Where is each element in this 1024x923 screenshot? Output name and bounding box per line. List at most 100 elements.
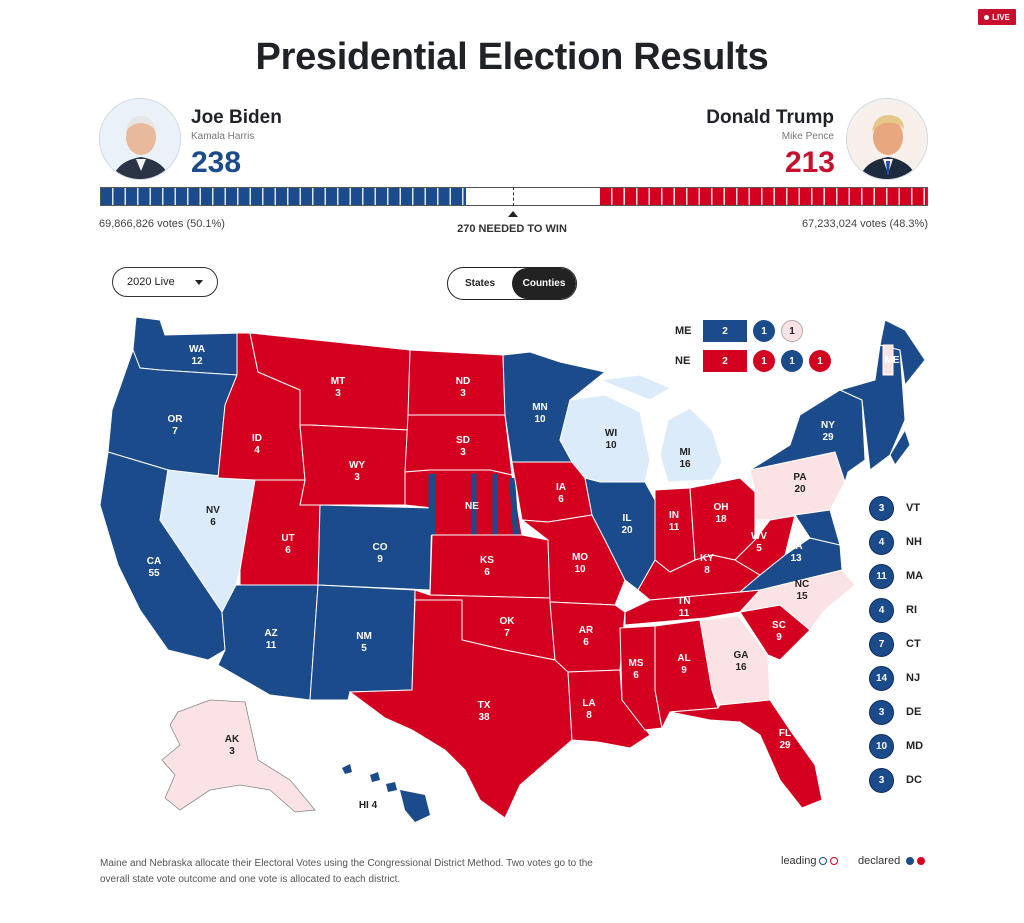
ev-circle: 4 bbox=[869, 597, 894, 623]
threshold-label: 270 NEEDED TO WIN bbox=[457, 223, 567, 235]
biden-bar-segment bbox=[101, 188, 467, 205]
state-la[interactable] bbox=[567, 669, 651, 749]
state-ks[interactable] bbox=[429, 534, 551, 599]
harris-name: Kamala Harris bbox=[191, 131, 255, 142]
small-state-dc[interactable]: 3 DC bbox=[869, 763, 939, 797]
label-az: AZ 11 bbox=[264, 628, 277, 651]
state-ny[interactable] bbox=[749, 389, 866, 484]
page-title: Presidential Election Results bbox=[255, 36, 769, 78]
pence-name: Mike Pence bbox=[781, 131, 834, 142]
ev-circle: 3 bbox=[869, 495, 894, 521]
state-abbr: CT bbox=[906, 638, 921, 650]
me-district-1[interactable]: 1 bbox=[753, 320, 775, 342]
threshold-line bbox=[513, 187, 514, 206]
label-ca: CA 55 bbox=[147, 556, 161, 579]
legend-leading: leading bbox=[781, 855, 839, 867]
label-sc: SC 9 bbox=[772, 620, 786, 643]
label-tx: TX 38 bbox=[478, 700, 491, 723]
state-me[interactable] bbox=[879, 319, 926, 387]
legend-leading-label: leading bbox=[781, 855, 817, 867]
small-states-list: 3 VT 4 NH 11 MA 4 RI 7 CT 14 NJ 3 DE 10 MD 3 DC bbox=[869, 491, 939, 797]
live-badge: LIVE bbox=[978, 9, 1016, 25]
ne-statewide-box[interactable]: 2 bbox=[703, 350, 747, 372]
state-abbr: DC bbox=[906, 774, 922, 786]
label-pa: PA 20 bbox=[793, 472, 806, 495]
small-state-de[interactable]: 3 DE bbox=[869, 695, 939, 729]
toggle-states[interactable]: States bbox=[464, 278, 495, 289]
state-ak[interactable] bbox=[161, 699, 316, 813]
small-state-nj[interactable]: 14 NJ bbox=[869, 661, 939, 695]
label-nm: NM 5 bbox=[356, 631, 372, 654]
label-wi: WI 10 bbox=[605, 428, 617, 451]
label-ms: MS 6 bbox=[629, 658, 644, 681]
undecided-bar-segment bbox=[466, 188, 600, 205]
small-state-ma[interactable]: 11 MA bbox=[869, 559, 939, 593]
trump-avatar bbox=[846, 98, 928, 180]
biden-popular-vote: 69,866,826 votes (50.1%) bbox=[99, 218, 225, 230]
ne-district-2[interactable]: 1 bbox=[781, 350, 803, 372]
small-state-md[interactable]: 10 MD bbox=[869, 729, 939, 763]
trump-electoral-votes: 213 bbox=[784, 146, 835, 179]
leading-trump-dot-icon bbox=[830, 857, 839, 865]
electoral-vote-bar bbox=[100, 187, 928, 206]
state-abbr: VT bbox=[906, 502, 921, 514]
me-district-row: ME 2 1 1 bbox=[675, 320, 803, 342]
me-district-2[interactable]: 1 bbox=[781, 320, 803, 342]
label-mi: MI 16 bbox=[679, 447, 691, 470]
label-ok: OK 7 bbox=[500, 616, 516, 639]
label-ut: UT 6 bbox=[281, 533, 294, 556]
live-label: LIVE bbox=[992, 12, 1010, 22]
label-mt: MT 3 bbox=[331, 376, 345, 399]
declared-trump-dot-icon bbox=[917, 857, 926, 865]
label-ks: KS 6 bbox=[480, 555, 494, 578]
label-nd: ND 3 bbox=[456, 376, 470, 399]
label-ny: NY 29 bbox=[821, 420, 835, 443]
state-abbr: NH bbox=[906, 536, 922, 548]
label-ar: AR 6 bbox=[579, 625, 594, 648]
chevron-down-icon bbox=[195, 279, 203, 285]
label-in: IN 11 bbox=[669, 510, 680, 533]
toggle-counties[interactable]: Counties bbox=[512, 268, 576, 299]
label-va: VA 13 bbox=[789, 541, 802, 564]
trump-bar-segment bbox=[599, 188, 927, 205]
label-tn: TN 11 bbox=[677, 596, 690, 619]
ev-circle: 3 bbox=[869, 767, 894, 793]
label-la: LA 8 bbox=[582, 698, 595, 721]
ev-circle: 11 bbox=[869, 563, 894, 589]
label-il: IL 20 bbox=[621, 513, 633, 536]
state-hi[interactable] bbox=[342, 764, 430, 822]
label-me: ME bbox=[885, 355, 900, 366]
view-toggle[interactable]: States Counties bbox=[447, 267, 577, 300]
legend-declared-label: declared bbox=[858, 855, 901, 867]
small-state-nh[interactable]: 4 NH bbox=[869, 525, 939, 559]
trump-name: Donald Trump bbox=[706, 107, 834, 128]
label-sd: SD 3 bbox=[456, 435, 470, 458]
small-state-ct[interactable]: 7 CT bbox=[869, 627, 939, 661]
ne-district-3[interactable]: 1 bbox=[809, 350, 831, 372]
me-statewide-box[interactable]: 2 bbox=[703, 320, 747, 342]
state-abbr: DE bbox=[906, 706, 922, 718]
biden-avatar bbox=[99, 98, 181, 180]
state-fl[interactable] bbox=[669, 699, 823, 809]
small-state-ri[interactable]: 4 RI bbox=[869, 593, 939, 627]
live-dot-icon bbox=[984, 14, 990, 20]
state-tx[interactable] bbox=[348, 599, 573, 819]
year-select[interactable]: 2020 Live bbox=[112, 267, 218, 297]
ne-district-1[interactable]: 1 bbox=[753, 350, 775, 372]
state-abbr: MD bbox=[906, 740, 924, 752]
label-ak: AK 3 bbox=[225, 734, 240, 757]
label-oh: OH 18 bbox=[714, 502, 729, 525]
state-mi[interactable] bbox=[659, 407, 723, 483]
ev-circle: 4 bbox=[869, 529, 894, 555]
label-mo: MO 10 bbox=[572, 552, 588, 575]
us-map: WA 12 OR 7 CA 55 NV 6 ID 4 MT 3 WY 3 UT 6 AZ 11 C… bbox=[99, 316, 926, 822]
biden-name: Joe Biden bbox=[191, 107, 282, 128]
label-id: ID 4 bbox=[252, 433, 262, 456]
label-hi: HI 4 bbox=[359, 800, 378, 811]
small-state-vt[interactable]: 3 VT bbox=[869, 491, 939, 525]
state-il[interactable] bbox=[584, 477, 656, 591]
footnote: Maine and Nebraska allocate their Electo… bbox=[100, 858, 593, 885]
threshold-caret-icon bbox=[508, 211, 518, 217]
state-wa[interactable] bbox=[132, 316, 243, 376]
ev-circle: 3 bbox=[869, 699, 894, 725]
